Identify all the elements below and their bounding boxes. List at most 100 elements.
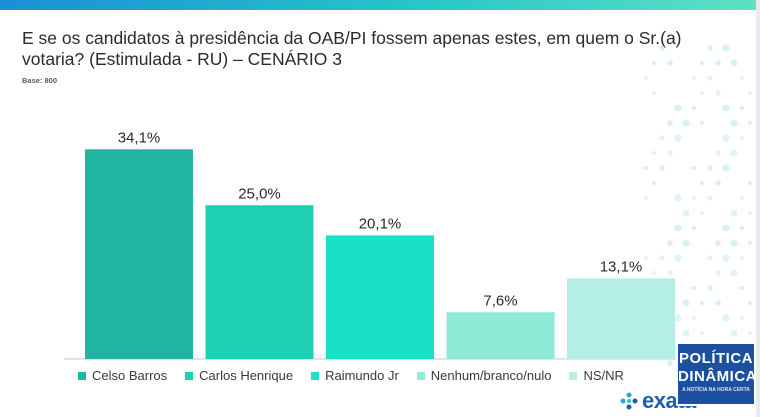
decorative-dot	[692, 286, 696, 290]
decorative-dot	[740, 226, 744, 230]
legend-item-4: Nenhum/branco/nulo	[416, 368, 551, 383]
decorative-dot	[674, 254, 682, 262]
decorative-dot	[715, 90, 721, 96]
decorative-dot	[730, 209, 738, 217]
decorative-dot	[715, 270, 721, 276]
decorative-dot	[707, 255, 713, 261]
legend-swatch	[569, 371, 578, 380]
decorative-dot	[722, 134, 730, 142]
legend-swatch	[78, 371, 86, 380]
decorative-dot	[707, 75, 713, 81]
decorative-dot	[715, 60, 721, 66]
decorative-dot	[748, 211, 752, 215]
chart-title: E se os candidatos à presidência da OAB/…	[22, 28, 682, 69]
legend-swatch	[311, 371, 320, 380]
legend-label: Raimundo Jr	[325, 368, 399, 383]
decorative-dot-pattern	[644, 44, 752, 367]
decorative-dot	[659, 135, 665, 141]
decorative-dot	[715, 150, 721, 156]
decorative-dot	[707, 195, 713, 201]
decorative-dot	[692, 166, 696, 170]
decorative-dot	[682, 299, 690, 307]
legend-swatch	[185, 371, 194, 380]
legend-label: Celso Barros	[92, 368, 168, 383]
decorative-dot	[644, 76, 648, 80]
decorative-dot	[748, 331, 752, 335]
decorative-dot	[692, 226, 696, 230]
legend-item-3: Raimundo Jr	[311, 368, 399, 383]
decorative-dot	[682, 209, 690, 217]
decorative-dot	[652, 91, 656, 95]
decorative-dot	[692, 76, 696, 80]
legend-swatch	[416, 371, 425, 380]
decorative-dot	[667, 270, 673, 276]
decorative-dot	[652, 61, 656, 65]
decorative-dot	[644, 256, 648, 260]
decorative-dot	[748, 301, 752, 305]
decorative-dot	[659, 255, 665, 261]
decorative-dot	[644, 166, 648, 170]
decorative-dot	[692, 316, 696, 320]
decorative-dot	[722, 104, 730, 112]
decorative-dot	[722, 314, 730, 322]
decorative-dot	[700, 61, 704, 65]
decorative-dot	[667, 360, 673, 366]
bar-3	[326, 235, 434, 359]
bar-2	[205, 205, 314, 359]
decorative-dot	[682, 239, 690, 247]
base-label: Base: 800	[22, 76, 58, 85]
data-label-5: 13,1%	[600, 258, 643, 275]
header-accent-bar	[0, 0, 760, 10]
decorative-dot	[692, 106, 696, 110]
decorative-dot	[644, 196, 648, 200]
decorative-dot	[700, 211, 704, 215]
decorative-dot	[740, 316, 744, 320]
decorative-dot	[730, 269, 738, 277]
legend-label: NS/NR	[583, 368, 624, 383]
decorative-dot	[715, 240, 721, 246]
legend-item-2: Carlos Henrique	[185, 368, 293, 383]
bar-5	[567, 278, 675, 359]
legend-label: Carlos Henrique	[199, 368, 294, 383]
legend-item-5: NS/NR	[569, 368, 624, 383]
chart-legend: Celso Barros Carlos Henrique Raimundo Jr Ne…	[78, 368, 624, 383]
decorative-dot	[722, 164, 730, 172]
decorative-dot	[700, 181, 704, 185]
decorative-dot	[730, 239, 738, 247]
decorative-dot	[740, 106, 744, 110]
decorative-dot	[748, 121, 752, 125]
decorative-dot	[700, 331, 704, 335]
decorative-dot	[730, 59, 738, 67]
decorative-dot	[748, 241, 752, 245]
data-label-1: 34,1%	[118, 129, 161, 146]
decorative-dot	[674, 224, 682, 232]
decorative-dot	[740, 136, 744, 140]
decorative-dot	[740, 286, 744, 290]
decorative-dot	[730, 119, 738, 127]
decorative-dot	[659, 165, 665, 171]
decorative-dot	[700, 301, 704, 305]
data-label-3: 20,1%	[359, 215, 402, 232]
decorative-dot	[730, 329, 738, 337]
legend-item-1: Celso Barros	[78, 368, 167, 383]
decorative-dot	[722, 44, 730, 52]
bar-4	[446, 312, 555, 359]
decorative-dot	[674, 314, 682, 322]
data-label-2: 25,0%	[238, 185, 281, 202]
decorative-dot	[674, 134, 682, 142]
decorative-dot	[692, 196, 696, 200]
stamp-line-3: A NOTÍCIA NA HORA CERTA	[682, 387, 750, 393]
decorative-dot	[674, 194, 682, 202]
watermark-stamp: POLÍTICA DINÂMICA A NOTÍCIA NA HORA CERT…	[676, 342, 757, 406]
decorative-dot	[748, 91, 752, 95]
stamp-line-1: POLÍTICA	[679, 350, 753, 367]
decorative-dot	[667, 150, 673, 156]
decorative-dot	[659, 45, 665, 51]
decorative-dot	[652, 181, 656, 185]
decorative-dot	[748, 181, 752, 185]
decorative-dot	[740, 76, 744, 80]
decorative-dot	[740, 256, 744, 260]
decorative-dot	[667, 240, 673, 246]
decorative-dot	[682, 329, 690, 337]
